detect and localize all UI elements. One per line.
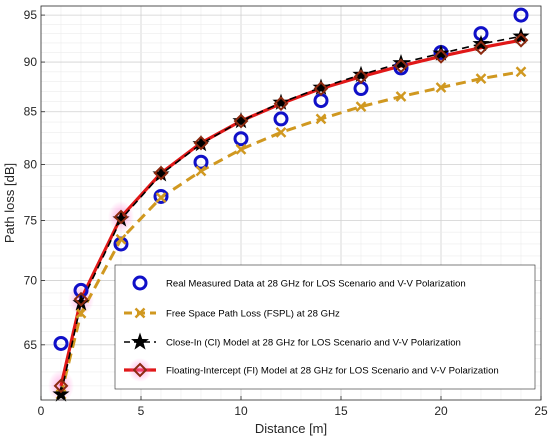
x-tick-label: 10	[234, 404, 248, 418]
legend: Real Measured Data at 28 GHz for LOS Sce…	[114, 264, 536, 390]
legend-box	[114, 264, 536, 390]
y-tick-label: 70	[24, 273, 38, 287]
data-point	[232, 111, 250, 129]
data-point	[313, 81, 329, 96]
data-point	[433, 48, 449, 64]
x-tick-label: 20	[434, 404, 448, 418]
x-tick-label: 5	[138, 404, 145, 418]
data-point	[195, 165, 207, 177]
y-tick-label: 85	[24, 105, 38, 119]
data-point	[192, 135, 210, 152]
legend-label: Real Measured Data at 28 GHz for LOS Sce…	[166, 279, 466, 290]
data-point	[52, 385, 70, 402]
data-point	[131, 332, 149, 350]
y-tick-label: 75	[24, 213, 38, 227]
legend-item: Free Space Path Loss (FSPL) at 28 GHz	[124, 307, 340, 320]
data-point	[355, 101, 367, 113]
x-tick-label: 0	[38, 404, 45, 418]
data-point	[315, 113, 327, 125]
legend-item: Close-In (CI) Model at 28 GHz for LOS Sc…	[124, 332, 461, 350]
data-point	[72, 294, 90, 311]
data-point	[352, 65, 370, 82]
data-point	[53, 378, 69, 394]
data-point	[155, 192, 167, 204]
data-point	[393, 58, 409, 74]
data-point	[73, 291, 89, 307]
data-point	[134, 307, 146, 319]
data-point	[132, 275, 148, 291]
y-axis-label: Path loss [dB]	[2, 163, 17, 243]
data-point	[475, 73, 487, 85]
data-point	[193, 135, 209, 151]
y-tick-label: 65	[24, 338, 38, 352]
data-point	[193, 154, 209, 170]
data-point	[153, 165, 169, 181]
data-point	[233, 113, 249, 129]
plot-frame	[40, 5, 542, 401]
data-point	[53, 335, 69, 351]
y-tick-label: 90	[24, 55, 38, 69]
data-point	[273, 111, 289, 127]
x-tick-label: 15	[334, 404, 348, 418]
legend-label: Floating-Intercept (FI) Model at 28 GHz …	[166, 366, 499, 377]
axis-ticks: 0 5 10 15 20 25 65 70 75 80 85 90 95	[24, 8, 548, 418]
data-point	[153, 188, 169, 204]
data-point	[473, 40, 489, 56]
data-point	[273, 96, 289, 112]
data-point	[115, 233, 127, 245]
data-point	[132, 362, 148, 378]
data-point	[75, 307, 87, 319]
data-point	[272, 93, 290, 110]
data-point	[515, 66, 527, 78]
data-point	[113, 209, 129, 225]
x-tick-label: 25	[534, 404, 548, 418]
data-point	[312, 78, 330, 95]
data-point	[395, 91, 407, 102]
x-axis-label: Distance [m]	[255, 421, 327, 436]
data-point	[432, 44, 450, 61]
legend-label: Free Space Path Loss (FSPL) at 28 GHz	[166, 309, 340, 320]
legend-item: Real Measured Data at 28 GHz for LOS Sce…	[132, 275, 466, 291]
data-point	[233, 131, 249, 147]
data-point	[435, 82, 447, 93]
data-point	[152, 165, 170, 182]
data-point	[235, 143, 247, 155]
data-point	[353, 69, 369, 85]
data-point	[392, 54, 410, 71]
series-markers	[52, 7, 530, 402]
legend-item: Floating-Intercept (FI) Model at 28 GHz …	[124, 358, 499, 382]
legend-items: Real Measured Data at 28 GHz for LOS Sce…	[124, 275, 499, 382]
data-point	[513, 32, 529, 48]
data-point	[112, 210, 130, 227]
y-tick-label: 95	[24, 8, 38, 22]
data-point	[513, 7, 529, 23]
y-tick-label: 80	[24, 157, 38, 171]
legend-glow	[128, 358, 152, 382]
legend-label: Close-In (CI) Model at 28 GHz for LOS Sc…	[166, 338, 461, 349]
data-point	[275, 127, 287, 138]
